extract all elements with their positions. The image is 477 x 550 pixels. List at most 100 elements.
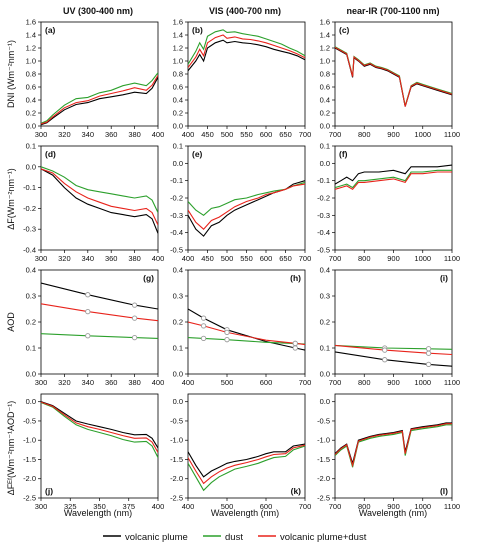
- panel-d: 300 320 340 360 380 400 -0.4 -0.3 -0.2 -0.1 0.0 0.1…: [23, 142, 164, 264]
- legend-label-mixed: volcanic plume+dust: [280, 532, 367, 543]
- column-title-vis: VIS (400-700 nm): [209, 6, 281, 16]
- y-tick-label: 0.3: [26, 292, 36, 301]
- y-tick-label: 1.6: [26, 18, 36, 27]
- panel-label: (d): [45, 149, 56, 159]
- x-tick-label: 380: [128, 378, 141, 387]
- x-tick-label: 600: [260, 502, 273, 511]
- legend-label-dust: dust: [225, 532, 243, 543]
- series-line-mixed: [188, 34, 305, 68]
- data-marker: [200, 315, 207, 321]
- legend-label-volcanic: volcanic plume: [125, 532, 188, 543]
- panel-label: (h): [290, 273, 301, 283]
- panel-frame: [334, 145, 453, 251]
- x-tick-label: 450: [201, 254, 214, 263]
- y-tick-label: -0.4: [23, 246, 36, 255]
- y-tick-label: 0.0: [320, 397, 330, 406]
- panel-j: 300 325 350 375 400 -2.5 -2.0 -1.5 -1.0 -0.5 0.0 (j…: [23, 393, 165, 511]
- xlabel-uv: Wavelength (nm): [64, 508, 132, 518]
- panel-label: (g): [143, 273, 154, 283]
- panel-label: (e): [192, 149, 203, 159]
- x-tick-label: 300: [35, 378, 48, 387]
- series-line-mixed: [335, 46, 452, 107]
- series-line-dust: [41, 72, 158, 124]
- x-tick-label: 800: [358, 130, 371, 139]
- y-tick-label: 1.0: [320, 57, 330, 66]
- xlabel-vis: Wavelength (nm): [211, 508, 279, 518]
- ylabel-delta-f: ΔF(Wm⁻²nm⁻¹): [6, 168, 16, 230]
- y-tick-label: 0.0: [173, 397, 183, 406]
- series-line-volcanic: [335, 164, 452, 185]
- panel-l: 700 800 900 1000 1100 -2.5 -2.0 -1.5 -1.0 -0.5 0.0…: [317, 393, 460, 511]
- x-tick-label: 320: [58, 130, 71, 139]
- y-tick-label: 0.4: [173, 96, 183, 105]
- y-tick-label: 0.4: [320, 266, 330, 275]
- y-tick-label: 0.1: [173, 344, 183, 353]
- x-tick-label: 900: [387, 130, 400, 139]
- series-line-dust: [335, 169, 452, 189]
- x-tick-label: 400: [152, 130, 165, 139]
- y-tick-label: -0.1: [23, 183, 36, 192]
- y-tick-label: -0.1: [170, 176, 183, 185]
- panel-i: 700 800 900 1000 1100 0.0 0.1 0.2 0.3 0.4 (i): [320, 266, 461, 388]
- x-tick-label: 1100: [444, 130, 460, 139]
- y-tick-label: -0.3: [170, 211, 183, 220]
- series-line-volcanic: [335, 351, 452, 367]
- x-tick-label: 700: [299, 254, 312, 263]
- y-tick-label: 0.4: [173, 266, 183, 275]
- y-tick-label: 1.4: [173, 31, 183, 40]
- x-tick-label: 340: [82, 130, 95, 139]
- panel-label: (l): [440, 486, 448, 496]
- y-tick-label: 0.2: [26, 318, 36, 327]
- series-line-dust: [335, 424, 452, 468]
- y-tick-label: 1.4: [320, 31, 330, 40]
- series-line-volcanic: [41, 168, 158, 234]
- series-line-dust: [41, 401, 158, 458]
- series-line-volcanic: [188, 308, 305, 351]
- y-tick-label: 0.0: [26, 162, 36, 171]
- data-marker: [425, 350, 432, 356]
- y-tick-label: 0.2: [26, 109, 36, 118]
- y-tick-label: 0.0: [173, 370, 183, 379]
- series-line-volcanic: [188, 39, 305, 72]
- data-marker: [382, 347, 388, 353]
- y-tick-label: 1.4: [26, 31, 36, 40]
- series-line-volcanic: [335, 47, 452, 107]
- x-tick-label: 600: [260, 378, 273, 387]
- y-tick-label: -0.1: [317, 176, 330, 185]
- legend: volcanic plume dust volcanic plume+dust: [103, 532, 367, 543]
- y-tick-label: 0.6: [320, 83, 330, 92]
- series-line-dust: [41, 333, 158, 339]
- x-tick-label: 700: [329, 502, 342, 511]
- x-tick-label: 400: [182, 254, 195, 263]
- x-tick-label: 400: [152, 502, 165, 511]
- x-tick-label: 800: [358, 502, 371, 511]
- panel-frame: [187, 269, 306, 375]
- x-tick-label: 1000: [414, 254, 431, 263]
- y-tick-label: 0.0: [320, 370, 330, 379]
- y-tick-label: 0.0: [320, 159, 330, 168]
- data-marker: [85, 333, 91, 339]
- y-tick-label: 0.2: [320, 318, 330, 327]
- x-tick-label: 320: [58, 254, 71, 263]
- data-marker: [425, 361, 432, 368]
- x-tick-label: 300: [35, 254, 48, 263]
- series-line-mixed: [41, 168, 158, 226]
- x-tick-label: 550: [240, 130, 253, 139]
- x-tick-label: 500: [221, 130, 234, 139]
- x-tick-label: 1000: [414, 378, 431, 387]
- ylabel-aod: AOD: [6, 312, 16, 332]
- x-tick-label: 350: [93, 502, 106, 511]
- y-tick-label: 1.2: [173, 44, 183, 53]
- series-line-mixed: [335, 423, 452, 468]
- x-tick-label: 1100: [444, 378, 460, 387]
- series-line-volcanic: [335, 422, 452, 466]
- x-tick-label: 360: [105, 130, 118, 139]
- y-tick-label: -0.2: [317, 194, 330, 203]
- y-tick-label: 0.8: [320, 70, 330, 79]
- x-tick-label: 700: [299, 378, 312, 387]
- series-line-dust: [41, 166, 158, 213]
- x-tick-label: 360: [105, 254, 118, 263]
- x-tick-label: 300: [35, 502, 48, 511]
- y-tick-label: 0.1: [320, 344, 330, 353]
